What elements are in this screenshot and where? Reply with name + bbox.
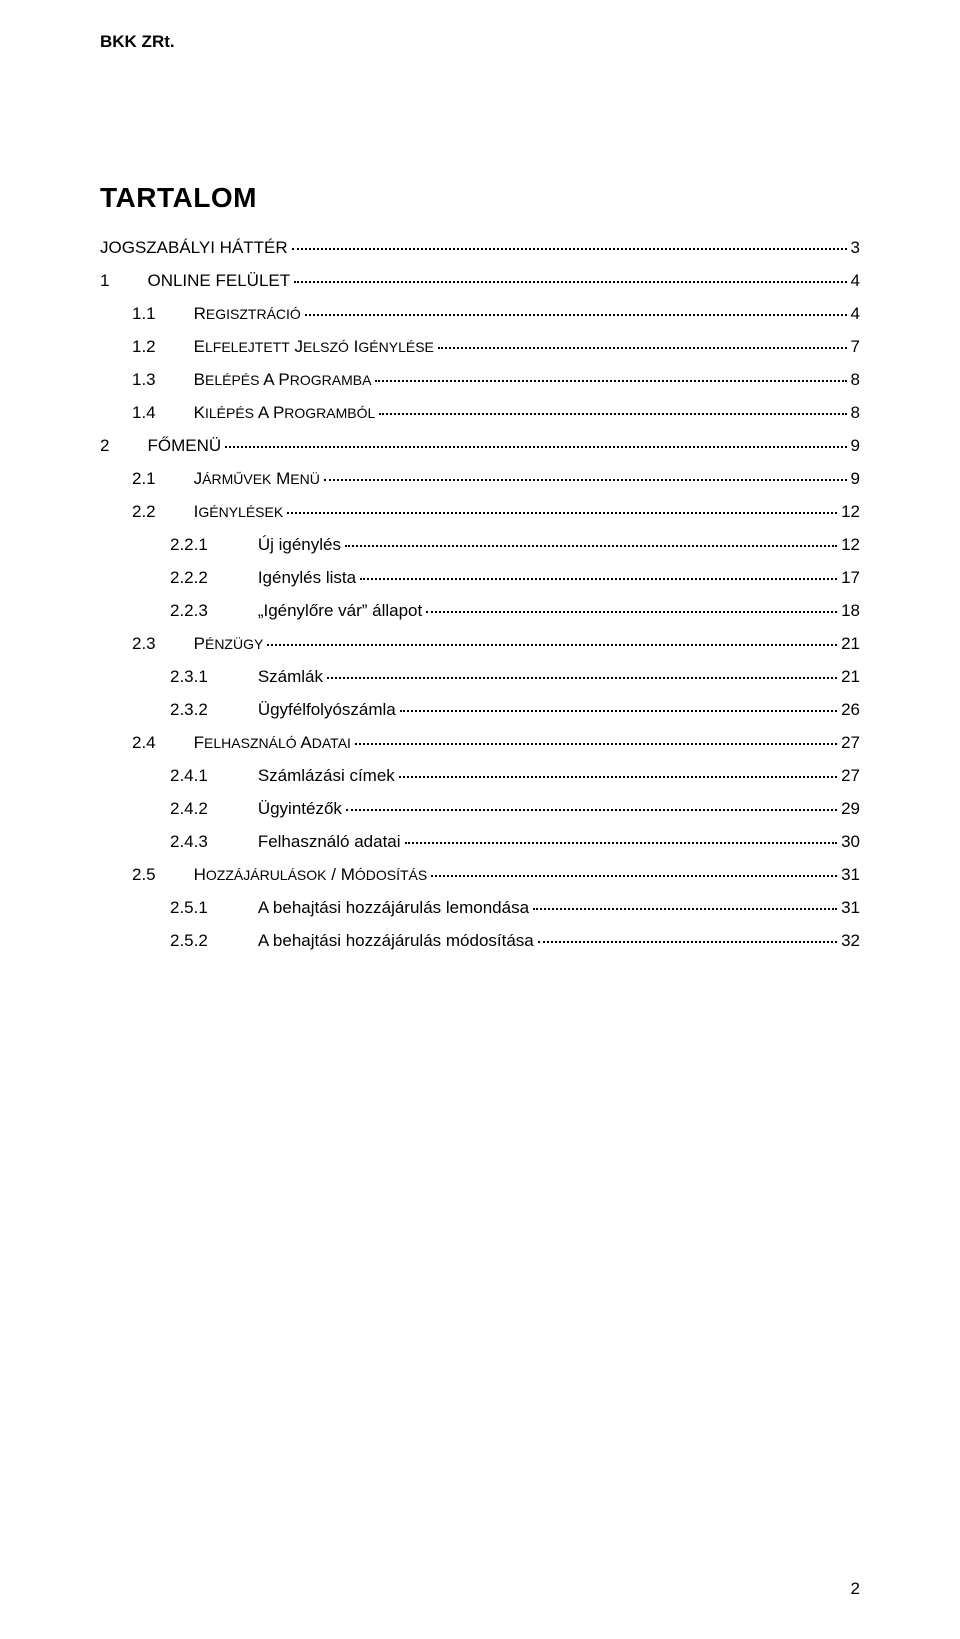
toc-entry-text: 2.2.1Új igénylés: [170, 535, 341, 555]
toc-leader-dots: [305, 314, 847, 316]
toc-leader-dots: [225, 446, 846, 448]
toc-entry-page: 30: [841, 832, 860, 852]
toc-entry-text: 1.1REGISZTRÁCIÓ: [132, 304, 301, 324]
toc-entry-page: 21: [841, 634, 860, 654]
toc-leader-dots: [267, 644, 837, 646]
toc-entry-page: 12: [841, 502, 860, 522]
toc-leader-dots: [345, 545, 837, 547]
toc-entry-text: 2.4.3Felhasználó adatai: [170, 832, 401, 852]
toc-leader-dots: [327, 677, 837, 679]
toc-entry-text: 1ONLINE FELÜLET: [100, 271, 290, 291]
toc-entry-text: 2.5HOZZÁJÁRULÁSOK / MÓDOSÍTÁS: [132, 865, 427, 885]
toc-entry: 2FŐMENÜ 9: [100, 436, 860, 456]
toc-entry-text: 2.4FELHASZNÁLÓ ADATAI: [132, 733, 351, 753]
toc-entry-page: 21: [841, 667, 860, 687]
toc-entry: JOGSZABÁLYI HÁTTÉR 3: [100, 238, 860, 258]
toc-entry-page: 18: [841, 601, 860, 621]
toc-leader-dots: [431, 875, 837, 877]
toc-entry: 2.4.3Felhasználó adatai 30: [100, 832, 860, 852]
toc-entry: 1ONLINE FELÜLET 4: [100, 271, 860, 291]
toc-entry-page: 4: [851, 271, 860, 291]
toc-entry-page: 12: [841, 535, 860, 555]
toc-entry-page: 8: [851, 370, 860, 390]
toc-entry: 1.4KILÉPÉS A PROGRAMBÓL 8: [100, 403, 860, 423]
toc-entry: 1.3BELÉPÉS A PROGRAMBA 8: [100, 370, 860, 390]
toc-entry-page: 31: [841, 865, 860, 885]
toc-entry-page: 26: [841, 700, 860, 720]
toc-leader-dots: [405, 842, 838, 844]
toc-title: TARTALOM: [100, 182, 860, 214]
toc-entry-text: 2.4.1Számlázási címek: [170, 766, 395, 786]
toc-entry: 2.5.2A behajtási hozzájárulás módosítása…: [100, 931, 860, 951]
toc-entry: 2.3PÉNZÜGY 21: [100, 634, 860, 654]
toc-entry: 2.3.2Ügyfélfolyószámla 26: [100, 700, 860, 720]
toc-entry-text: 2.5.1A behajtási hozzájárulás lemondása: [170, 898, 529, 918]
toc-entry: 2.4.1Számlázási címek 27: [100, 766, 860, 786]
toc-leader-dots: [400, 710, 837, 712]
toc-entry: 2.5HOZZÁJÁRULÁSOK / MÓDOSÍTÁS 31: [100, 865, 860, 885]
toc-entry: 2.3.1Számlák 21: [100, 667, 860, 687]
toc-leader-dots: [538, 941, 837, 943]
toc-entry-page: 32: [841, 931, 860, 951]
toc-entry-page: 9: [851, 436, 860, 456]
toc-leader-dots: [379, 413, 846, 415]
toc-entry-text: 2.2IGÉNYLÉSEK: [132, 502, 283, 522]
toc-entry-text: 2.2.2Igénylés lista: [170, 568, 356, 588]
toc-entry-text: 2.3.2Ügyfélfolyószámla: [170, 700, 396, 720]
toc-entry: 2.4FELHASZNÁLÓ ADATAI 27: [100, 733, 860, 753]
toc-entry-page: 31: [841, 898, 860, 918]
toc-entry: 2.2.1Új igénylés 12: [100, 535, 860, 555]
toc-entry: 2.4.2Ügyintézők 29: [100, 799, 860, 819]
toc-entry-text: 1.4KILÉPÉS A PROGRAMBÓL: [132, 403, 375, 423]
toc-entry-text: 1.3BELÉPÉS A PROGRAMBA: [132, 370, 371, 390]
toc-entry-text: 2.4.2Ügyintézők: [170, 799, 342, 819]
toc-entry: 2.5.1A behajtási hozzájárulás lemondása 3…: [100, 898, 860, 918]
toc-entry: 2.2.3„Igénylőre vár” állapot 18: [100, 601, 860, 621]
toc-entry-text: 2.2.3„Igénylőre vár” állapot: [170, 601, 422, 621]
toc-leader-dots: [360, 578, 837, 580]
toc-entry-text: 2.3.1Számlák: [170, 667, 323, 687]
toc-entry-text: 2.3PÉNZÜGY: [132, 634, 263, 654]
toc-entry: 2.2IGÉNYLÉSEK 12: [100, 502, 860, 522]
page-number: 2: [851, 1579, 860, 1599]
toc-container: JOGSZABÁLYI HÁTTÉR31ONLINE FELÜLET41.1RE…: [100, 238, 860, 951]
toc-leader-dots: [533, 908, 837, 910]
toc-leader-dots: [287, 512, 837, 514]
toc-entry-page: 3: [851, 238, 860, 258]
toc-leader-dots: [294, 281, 846, 283]
toc-entry: 2.2.2Igénylés lista 17: [100, 568, 860, 588]
toc-entry: 1.2ELFELEJTETT JELSZÓ IGÉNYLÉSE 7: [100, 337, 860, 357]
toc-leader-dots: [426, 611, 837, 613]
toc-entry-text: 2.1JÁRMŰVEK MENÜ: [132, 469, 320, 489]
toc-entry: 2.1JÁRMŰVEK MENÜ 9: [100, 469, 860, 489]
toc-entry-page: 8: [851, 403, 860, 423]
toc-entry-text: JOGSZABÁLYI HÁTTÉR: [100, 238, 288, 258]
toc-leader-dots: [292, 248, 847, 250]
toc-leader-dots: [438, 347, 847, 349]
toc-entry-page: 9: [851, 469, 860, 489]
toc-entry-text: 1.2ELFELEJTETT JELSZÓ IGÉNYLÉSE: [132, 337, 434, 357]
document-header: BKK ZRt.: [100, 32, 860, 52]
toc-leader-dots: [324, 479, 847, 481]
toc-entry-page: 27: [841, 733, 860, 753]
toc-entry-page: 4: [851, 304, 860, 324]
toc-entry: 1.1REGISZTRÁCIÓ 4: [100, 304, 860, 324]
toc-leader-dots: [346, 809, 837, 811]
toc-leader-dots: [399, 776, 837, 778]
toc-entry-page: 29: [841, 799, 860, 819]
toc-leader-dots: [355, 743, 837, 745]
toc-entry-text: 2FŐMENÜ: [100, 436, 221, 456]
toc-entry-page: 17: [841, 568, 860, 588]
toc-entry-page: 7: [851, 337, 860, 357]
toc-leader-dots: [375, 380, 846, 382]
toc-entry-page: 27: [841, 766, 860, 786]
toc-entry-text: 2.5.2A behajtási hozzájárulás módosítása: [170, 931, 534, 951]
